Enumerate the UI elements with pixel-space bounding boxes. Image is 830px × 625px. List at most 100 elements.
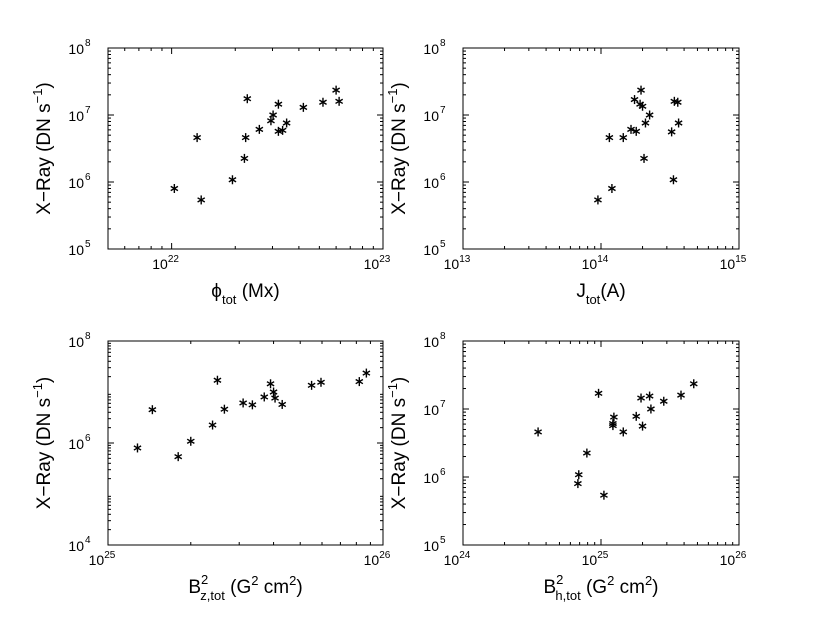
tick-mantissa: 10 — [423, 108, 439, 124]
tick-exponent: 24 — [459, 550, 471, 561]
data-point — [278, 125, 287, 135]
label-unit: (G — [225, 577, 251, 598]
y-tick-exponent: 8 — [440, 331, 446, 342]
label-main: B — [188, 577, 201, 598]
label-sup: −1 — [30, 383, 45, 398]
label-sup: 2 — [289, 573, 296, 588]
data-point — [133, 443, 142, 453]
label-unit: (Mx) — [236, 281, 279, 302]
y-tick-label: 10 — [68, 538, 84, 554]
label-main: ϕ — [211, 281, 222, 302]
data-point — [645, 391, 654, 401]
y-tick-exponent: 5 — [440, 535, 446, 546]
data-point — [627, 124, 635, 134]
y-tick-exponent: 8 — [85, 38, 91, 49]
label-main: X−Ray (DN s — [34, 398, 55, 509]
data-point — [193, 133, 202, 143]
tick-exponent: 15 — [735, 254, 747, 265]
x-tick-label: 1026 — [720, 550, 747, 568]
data-point — [213, 375, 222, 385]
data-point — [271, 393, 280, 403]
data-point — [605, 133, 614, 143]
tick-mantissa: 10 — [68, 175, 84, 191]
data-point — [669, 175, 678, 185]
data-point — [274, 99, 283, 109]
data-point — [645, 110, 654, 120]
tick-mantissa: 10 — [423, 538, 439, 554]
data-point — [609, 412, 618, 422]
data-point — [174, 452, 183, 462]
tick-mantissa: 10 — [68, 41, 84, 57]
x-tick-label: 1013 — [444, 254, 471, 272]
data-point — [260, 392, 269, 402]
x-axis-label: B2 z,tot (G2 cm2) — [188, 572, 302, 603]
tick-exponent: 14 — [597, 254, 609, 265]
data-point — [674, 118, 683, 128]
y-tick-label: 10 — [68, 242, 84, 258]
y-tick-exponent: 6 — [440, 172, 446, 183]
x-tick-label: 1026 — [364, 550, 391, 568]
label-unit: cm — [258, 577, 289, 598]
plot-frame — [107, 340, 384, 546]
data-point — [593, 195, 602, 205]
y-tick-exponent: 5 — [440, 239, 446, 250]
tick-exponent: 26 — [735, 550, 747, 561]
y-tick-exponent: 7 — [440, 105, 446, 116]
label-unit: ) — [34, 377, 55, 383]
tick-mantissa: 10 — [423, 175, 439, 191]
label-unit: ) — [34, 82, 55, 88]
y-tick-label: 10 — [423, 402, 439, 418]
tick-mantissa: 10 — [364, 256, 380, 272]
data-point — [582, 448, 591, 458]
y-tick-label: 10 — [423, 175, 439, 191]
data-point — [632, 411, 641, 421]
tick-mantissa: 10 — [364, 552, 380, 568]
data-point — [220, 404, 229, 414]
y-tick-exponent: 4 — [85, 535, 91, 546]
label-unit: ) — [652, 577, 658, 598]
data-point — [659, 396, 668, 406]
y-tick-exponent: 7 — [85, 105, 91, 116]
data-point — [619, 427, 628, 437]
data-point — [573, 479, 582, 489]
data-point — [319, 97, 327, 107]
data-point — [248, 400, 257, 410]
plot-frame — [107, 47, 384, 250]
data-point — [646, 404, 655, 414]
data-point — [594, 388, 603, 398]
tick-exponent: 13 — [459, 254, 471, 265]
data-point — [632, 126, 641, 136]
data-point — [362, 368, 371, 378]
label-sup: 2 — [607, 573, 614, 588]
tick-mantissa: 10 — [68, 108, 84, 124]
label-sub: tot — [586, 292, 601, 307]
y-tick-label: 10 — [68, 175, 84, 191]
data-point — [637, 393, 645, 403]
data-point — [278, 399, 287, 409]
y-tick-exponent: 6 — [85, 172, 91, 183]
y-axis-label: X−Ray (DN s−1) — [385, 82, 410, 215]
y-tick-label: 10 — [423, 242, 439, 258]
tick-mantissa: 10 — [68, 334, 84, 350]
label-sup: 2 — [201, 572, 208, 587]
y-axis-label: X−Ray (DN s−1) — [30, 377, 55, 510]
data-point — [269, 110, 278, 120]
data-point — [637, 85, 645, 95]
label-main: X−Ray (DN s — [34, 103, 55, 214]
data-point — [638, 421, 647, 431]
y-tick-label: 10 — [423, 41, 439, 57]
y-tick-exponent: 6 — [85, 433, 91, 444]
tick-exponent: 25 — [104, 550, 116, 561]
tick-mantissa: 10 — [582, 256, 598, 272]
data-point — [241, 133, 250, 143]
label-main: J — [576, 281, 586, 302]
label-sup: −1 — [385, 383, 400, 398]
data-point — [197, 195, 206, 205]
y-tick-exponent: 8 — [85, 331, 91, 342]
y-tick-label: 10 — [423, 538, 439, 554]
label-unit: (G — [581, 577, 607, 598]
data-point — [317, 377, 325, 387]
